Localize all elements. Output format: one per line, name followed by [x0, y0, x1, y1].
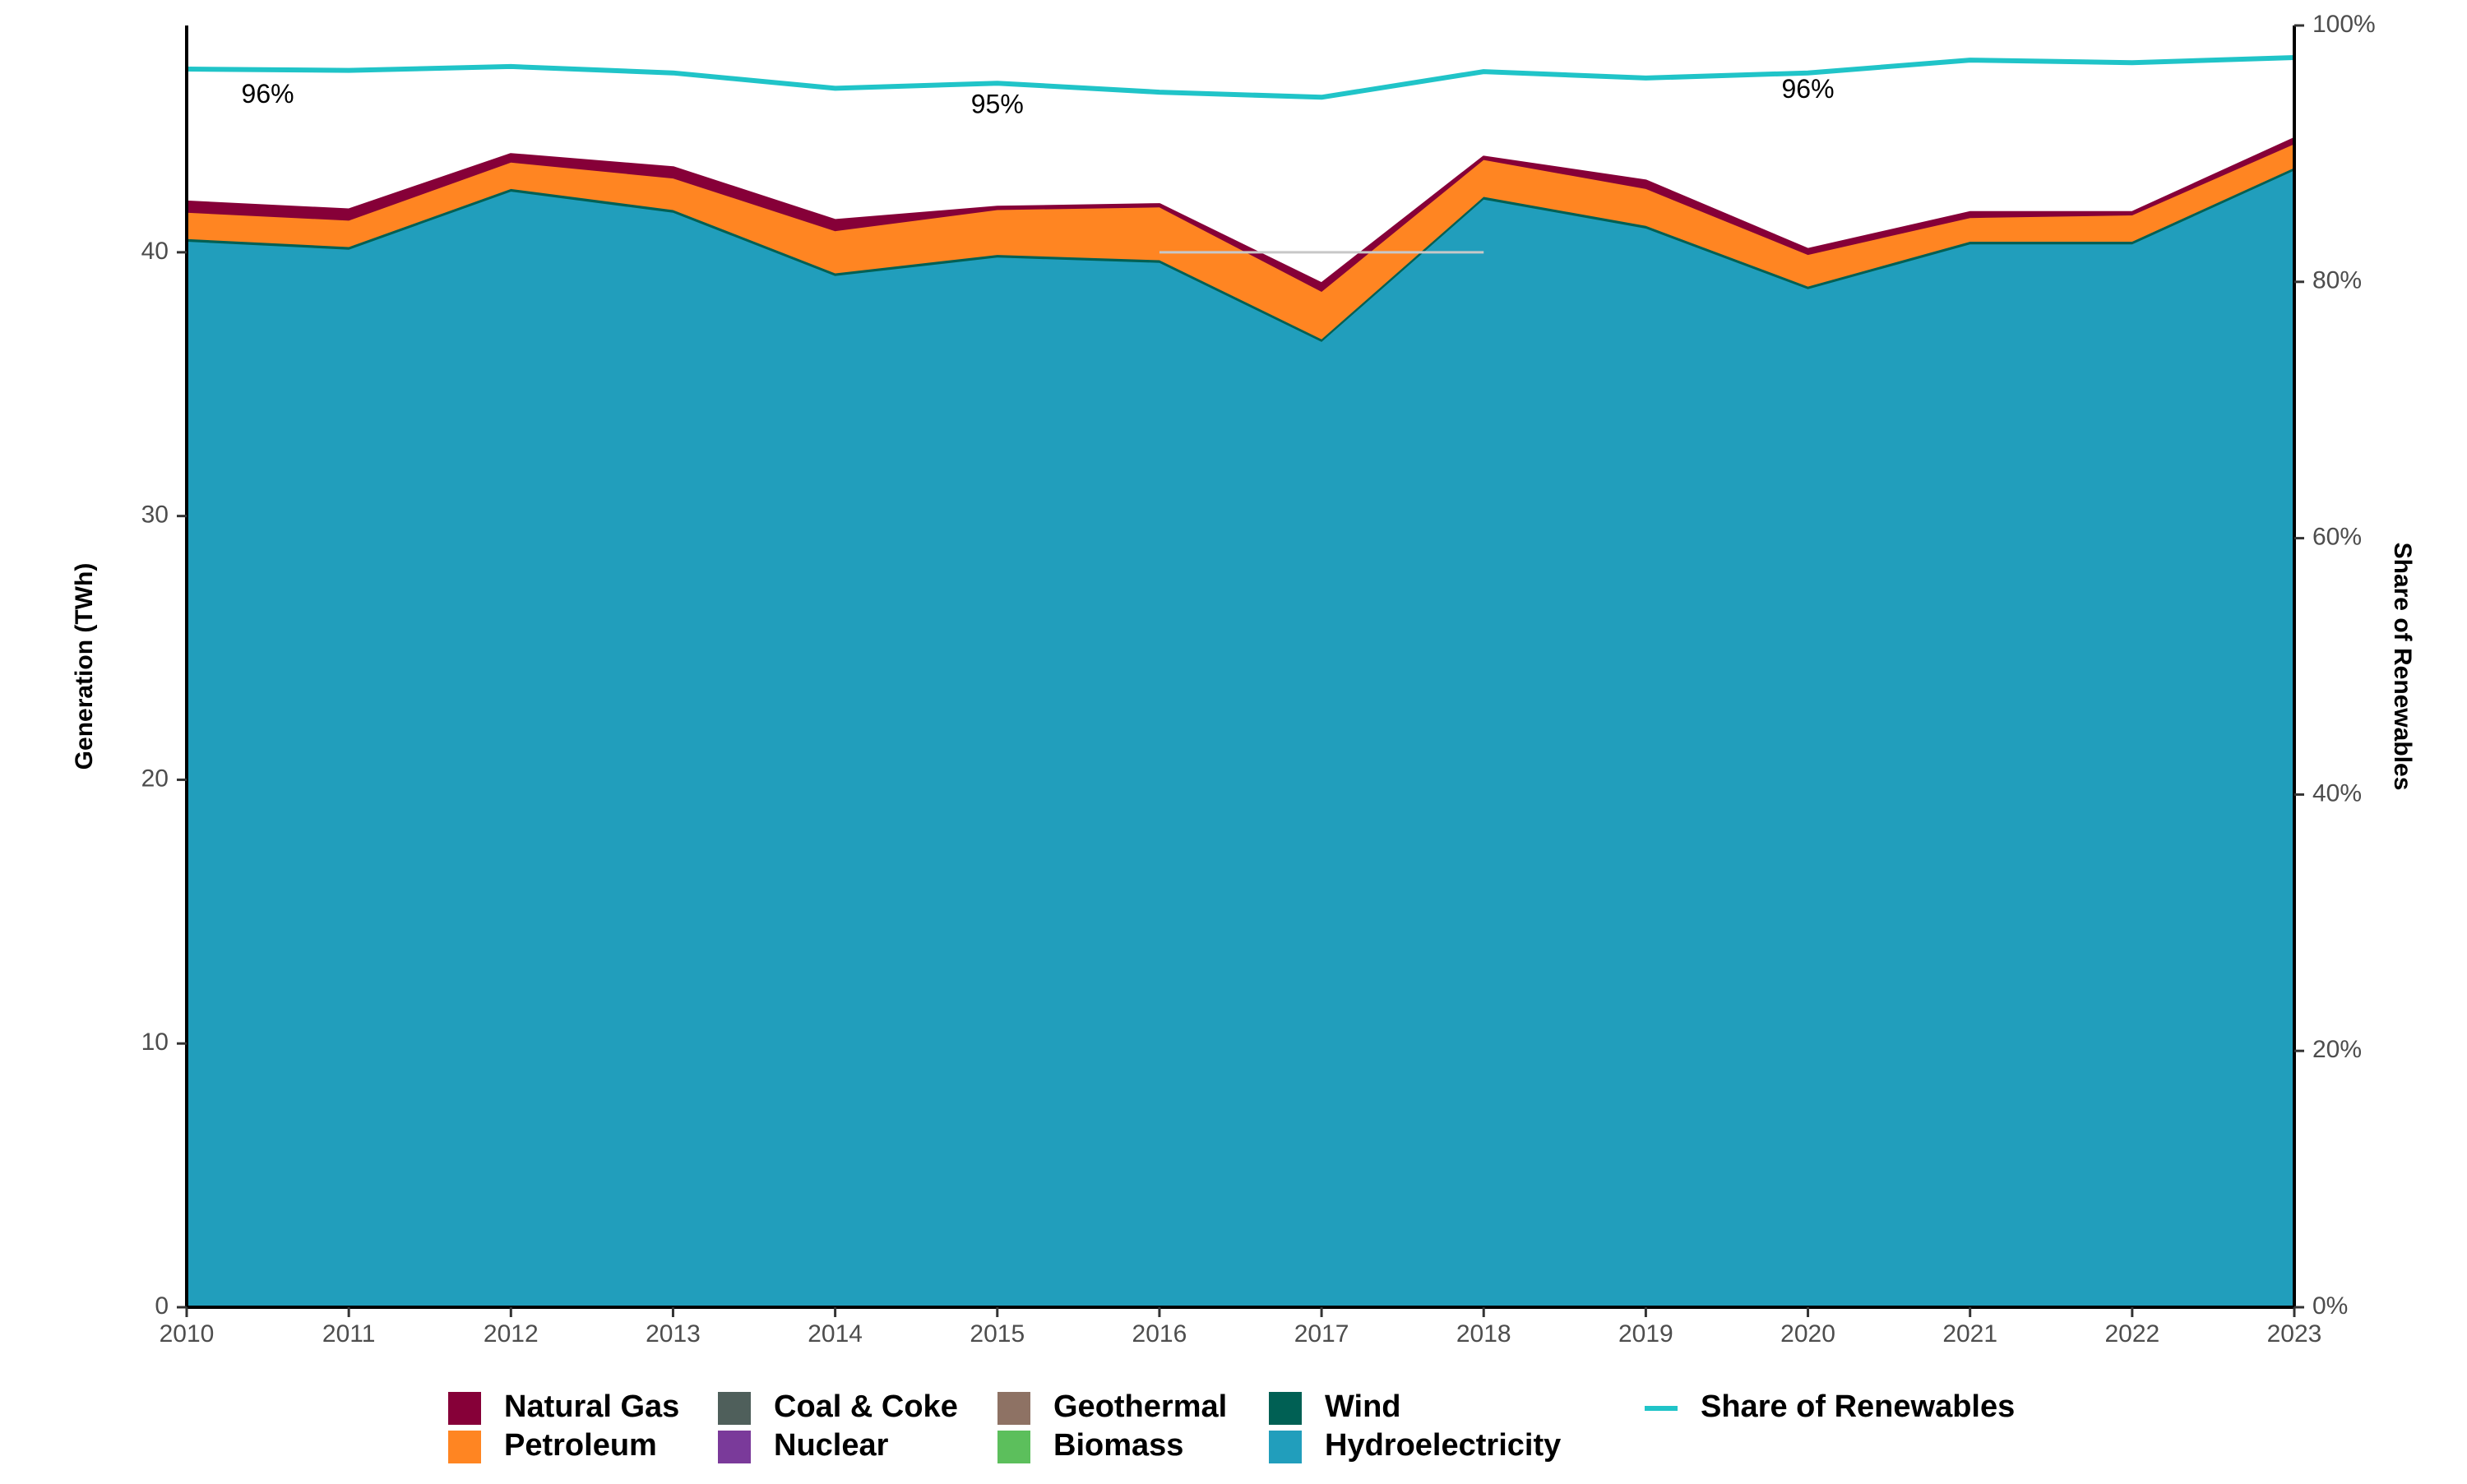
annotation-label: 96%: [1782, 74, 1835, 104]
legend-swatch-petroleum: [448, 1431, 481, 1463]
legend-label-hydroelectricity: Hydroelectricity: [1325, 1428, 1561, 1463]
legend-swatch-biomass: [997, 1431, 1030, 1463]
legend-swatch-hydroelectricity: [1269, 1431, 1302, 1463]
y-tick-label: 20: [141, 765, 169, 792]
y2-tick-label: 0%: [2312, 1292, 2348, 1320]
legend-swatch-geothermal: [997, 1392, 1030, 1425]
legend-swatch-coal-and-coke: [718, 1392, 751, 1425]
legend-label-petroleum: Petroleum: [504, 1428, 657, 1463]
x-tick-label: 2013: [646, 1320, 701, 1348]
annotation-label: 95%: [971, 90, 1024, 119]
x-tick-label: 2022: [2104, 1320, 2159, 1348]
y-tick-label: 0: [155, 1292, 169, 1320]
legend-label-biomass: Biomass: [1053, 1428, 1183, 1463]
annotations: 96% 95% 96%: [242, 74, 1835, 119]
x-tick-label: 2015: [970, 1320, 1025, 1348]
legend-swatch-nuclear: [718, 1431, 751, 1463]
share-line-group: [186, 55, 2295, 100]
share-of-renewables-line: [186, 55, 2295, 100]
x-tick-label: 2018: [1456, 1320, 1511, 1348]
y2-tick-label: 80%: [2312, 267, 2362, 294]
y2-tick-label: 100%: [2312, 11, 2376, 38]
y2-tick-label: 40%: [2312, 779, 2362, 807]
x-tick-label: 2010: [160, 1320, 215, 1348]
legend-label-geothermal: Geothermal: [1053, 1389, 1227, 1424]
y-tick-label: 30: [141, 502, 169, 529]
x-tick-label: 2020: [1780, 1320, 1835, 1348]
x-tick-label: 2012: [484, 1320, 539, 1348]
stacked-areas: [186, 137, 2295, 1307]
legend-label-share-of-renewables: Share of Renewables: [1701, 1389, 2015, 1424]
y-tick-label: 10: [141, 1029, 169, 1056]
legend-label-coal-and-coke: Coal & Coke: [774, 1389, 958, 1424]
y2-tick-label: 60%: [2312, 524, 2362, 551]
x-tick-label: 2019: [1618, 1320, 1673, 1348]
axes: 2010 2011 2012 2013 2014 2015 2016 2017 2018 2019…: [71, 11, 2416, 1348]
legend-swatch-natural-gas: [448, 1392, 481, 1425]
area-edge-natural-gas: [186, 137, 2295, 286]
y2-axis-title: Share of Renewables: [2389, 543, 2416, 791]
x-tick-label: 2017: [1294, 1320, 1349, 1348]
legend-swatch-wind: [1269, 1392, 1302, 1425]
x-tick-label: 2021: [1942, 1320, 1997, 1348]
legend-label-wind: Wind: [1325, 1389, 1401, 1424]
x-tick-label: 2011: [322, 1320, 376, 1348]
y2-tick-label: 20%: [2312, 1036, 2362, 1063]
legend: Natural Gas Petroleum Coal & Coke Nuclear Ge…: [448, 1389, 2015, 1463]
legend-label-nuclear: Nuclear: [774, 1428, 889, 1463]
x-tick-label: 2023: [2267, 1320, 2322, 1348]
x-tick-label: 2016: [1132, 1320, 1187, 1348]
area-hydroelectricity: [187, 170, 2294, 1307]
y-axis-title: Generation (TWh): [71, 563, 98, 770]
y-tick-label: 40: [141, 238, 169, 265]
legend-label-natural-gas: Natural Gas: [504, 1389, 679, 1424]
x-tick-label: 2014: [808, 1320, 863, 1348]
annotation-label: 96%: [242, 79, 294, 109]
